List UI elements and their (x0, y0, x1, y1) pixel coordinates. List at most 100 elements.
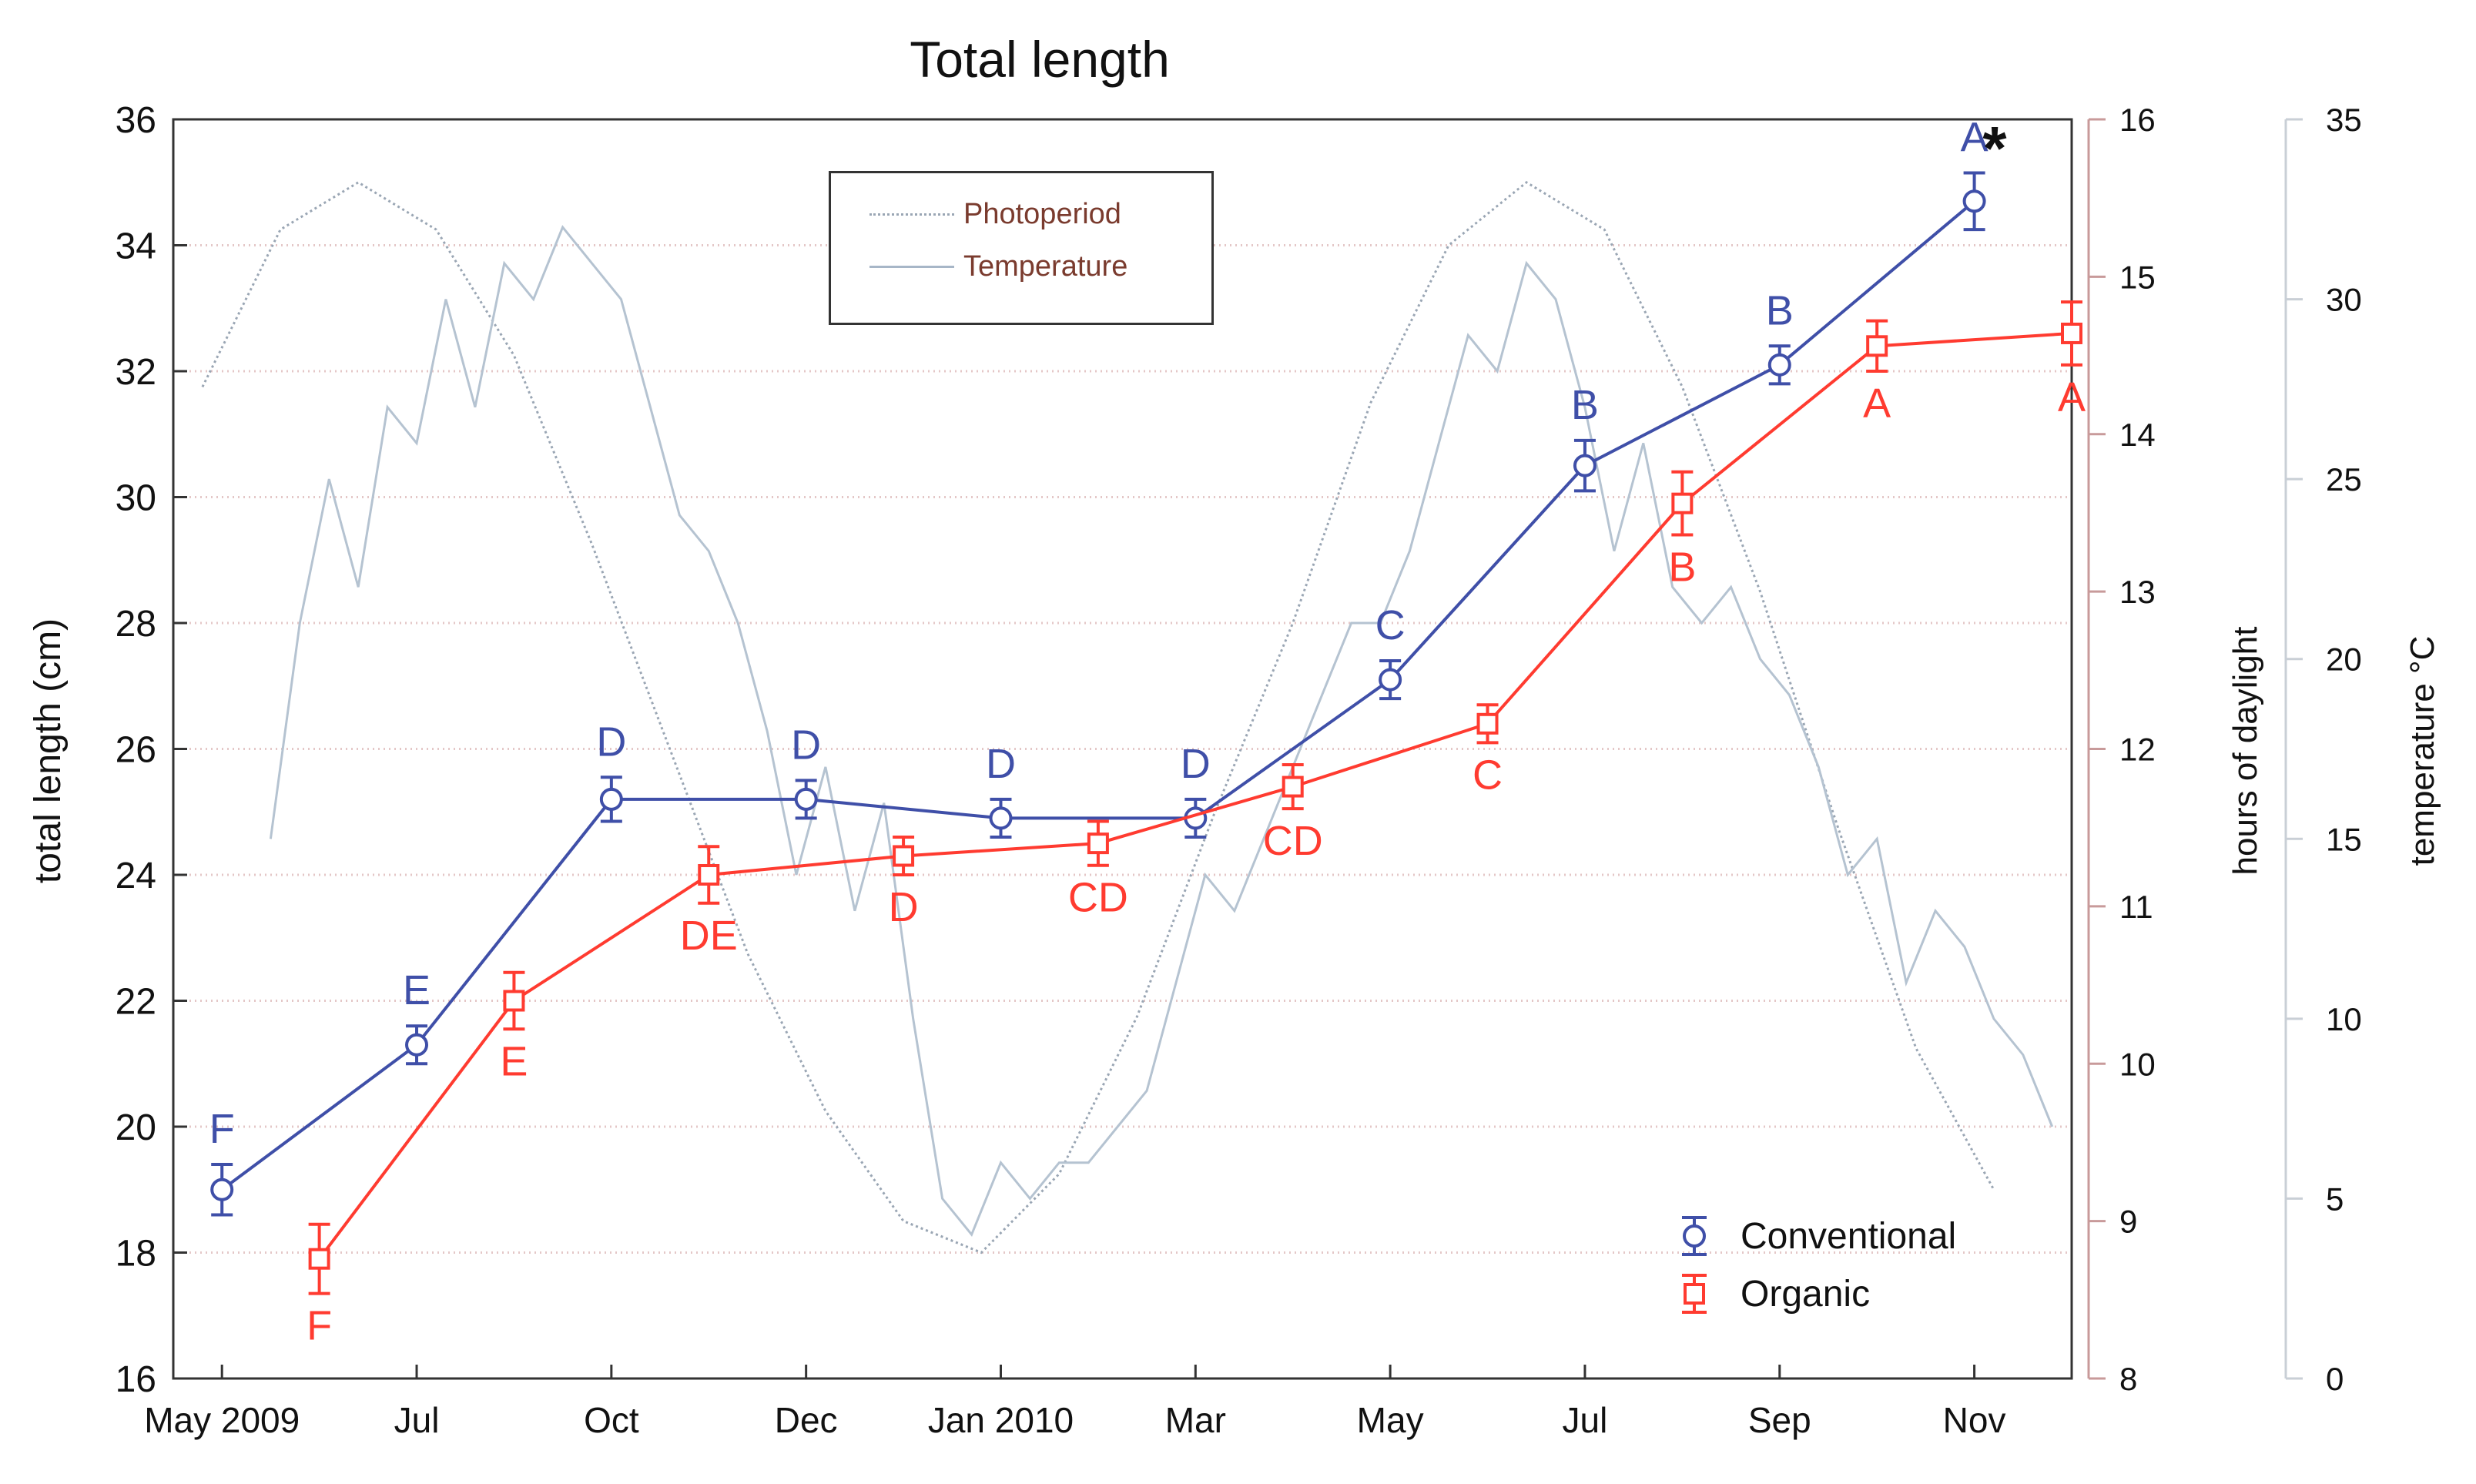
y-tick-label: 16 (116, 1359, 156, 1400)
y-tick-label: 24 (116, 856, 156, 896)
significance-letter: F (307, 1303, 332, 1349)
significance-letter: B (1571, 382, 1599, 428)
significance-letter: CD (1068, 875, 1128, 921)
y-right1-tick-label: 11 (2119, 889, 2153, 925)
y-right2-tick-label: 25 (2326, 461, 2362, 497)
y-right2-tick-label: 10 (2326, 1001, 2362, 1037)
data-point (405, 1033, 429, 1057)
significance-asterisk: * (1982, 114, 2007, 183)
data-point (893, 845, 915, 867)
significance-letter: C (1375, 602, 1406, 648)
legend-marker (1683, 1224, 1706, 1248)
significance-letter: D (889, 884, 919, 930)
x-tick-label: May 2009 (144, 1400, 300, 1440)
significance-letter: CD (1263, 818, 1323, 864)
x-tick-label: Jul (394, 1400, 440, 1440)
legend-marker (1684, 1283, 1705, 1305)
y-tick-label: 32 (116, 352, 156, 393)
data-point (1379, 668, 1402, 692)
legend-temperature: Temperature (869, 250, 1127, 283)
series-legend: Conventional Organic (1682, 1216, 1956, 1315)
y-tick-label: 18 (116, 1234, 156, 1275)
y-tick-label: 30 (116, 478, 156, 519)
y-tick-label: 26 (116, 730, 156, 771)
series-line-organic (318, 331, 2072, 1260)
y-axis-label: total length (cm) (28, 618, 69, 883)
y-right2-tick-label: 15 (2326, 821, 2362, 857)
temperature-line (269, 225, 2054, 1238)
legend-label: Conventional (1741, 1216, 1956, 1257)
significance-letter: A (1961, 114, 1989, 160)
x-tick-label: Nov (1943, 1400, 2006, 1440)
y-axis-right1-label: hours of daylight (2226, 627, 2264, 876)
data-series: F E D D D D C B B A F E DE D CD CD C B A A (209, 114, 2086, 1348)
data-point (1866, 335, 1888, 357)
data-point (1573, 454, 1597, 477)
y-right1-tick-label: 16 (2119, 102, 2156, 138)
significance-letter: D (596, 719, 626, 765)
y-right1-tick-label: 13 (2119, 574, 2156, 610)
y-right2-tick-label: 20 (2326, 642, 2362, 678)
x-tick-label: Dec (775, 1400, 838, 1440)
photoperiod-label: Photoperiod (963, 198, 1121, 230)
background-legend: Photoperiod Temperature (829, 171, 1214, 325)
data-point (308, 1248, 330, 1270)
significance-letter: B (1766, 287, 1794, 333)
x-tick-label: Sep (1748, 1400, 1811, 1440)
y-right1-tick-label: 14 (2119, 417, 2156, 453)
data-point (599, 787, 623, 811)
data-point (1671, 492, 1694, 514)
y-tick-label: 36 (116, 100, 156, 141)
significance-letter: D (986, 741, 1016, 787)
legend-photoperiod: Photoperiod (869, 198, 1121, 231)
significance-letter: D (1181, 741, 1211, 787)
x-tick-label: Mar (1165, 1400, 1226, 1440)
y-right2-tick-label: 30 (2326, 282, 2362, 318)
significance-letter: E (500, 1038, 528, 1084)
data-point (210, 1177, 234, 1201)
significance-letter: A (1863, 380, 1891, 427)
x-tick-label: Oct (584, 1400, 639, 1440)
y-right2-tick-label: 0 (2326, 1361, 2344, 1397)
x-tick-label: Jul (1563, 1400, 1608, 1440)
significance-letter: E (403, 967, 431, 1013)
data-point (2061, 322, 2082, 344)
photoperiod-swatch (869, 213, 954, 216)
y-tick-label: 28 (116, 604, 156, 645)
data-point (1282, 775, 1304, 798)
y-axis-right2-label: temperature °C (2404, 636, 2441, 866)
y-right1-tick-label: 9 (2119, 1204, 2137, 1240)
y-tick-label: 20 (116, 1107, 156, 1148)
data-point (1087, 832, 1109, 855)
chart-title: Total length (910, 31, 1170, 88)
significance-letter: A (2058, 374, 2086, 420)
legend-label: Organic (1741, 1274, 1870, 1315)
data-point (1962, 189, 1986, 213)
background-series (201, 180, 2054, 1255)
series-line-conventional (221, 199, 1975, 1191)
y-right2-tick-label: 5 (2326, 1181, 2344, 1217)
temperature-swatch (869, 266, 954, 268)
data-point (698, 864, 720, 886)
y-right1-tick-label: 15 (2119, 259, 2156, 295)
y-right2-tick-label: 35 (2326, 102, 2362, 138)
y-right1-tick-label: 8 (2119, 1361, 2137, 1397)
x-tick-label: Jan 2010 (928, 1400, 1074, 1440)
significance-letter: F (209, 1106, 235, 1152)
x-tick-label: May (1357, 1400, 1424, 1440)
significance-letter: DE (680, 913, 738, 959)
photoperiod-line (201, 180, 1995, 1255)
y-right1-tick-label: 12 (2119, 732, 2156, 768)
y-right1-tick-label: 10 (2119, 1046, 2156, 1082)
y-tick-label: 34 (116, 226, 156, 267)
data-point (794, 787, 818, 811)
significance-letter: C (1473, 752, 1503, 798)
temperature-label: Temperature (963, 250, 1128, 283)
data-point (989, 806, 1013, 830)
significance-letter: B (1668, 544, 1696, 591)
significance-letter: D (791, 722, 821, 768)
data-point (503, 990, 525, 1012)
data-point (1476, 712, 1499, 735)
